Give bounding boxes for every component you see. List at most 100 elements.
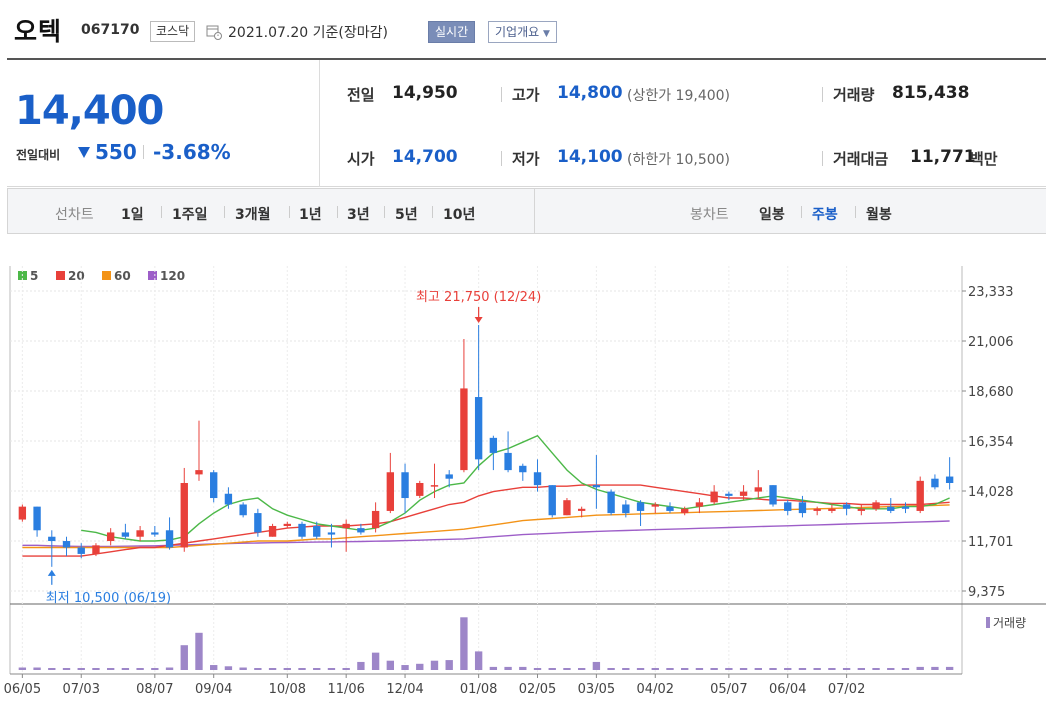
volume-bar [725, 668, 733, 670]
low-label: 저가 [512, 150, 540, 168]
volume-bar [327, 668, 336, 670]
divider [501, 87, 502, 102]
period-10y[interactable]: 10년 [443, 207, 476, 223]
candle-body [210, 472, 218, 499]
candle-daily[interactable]: 일봉 [759, 207, 785, 223]
volume-bar [195, 632, 203, 670]
volume-bar [636, 668, 645, 670]
volume-bar [857, 668, 866, 670]
divider [501, 151, 502, 166]
as-of-date: 2021.07.20 기준(장마감) [228, 25, 388, 41]
stock-name: 오텍 [14, 17, 63, 46]
high-value: 14,800 [557, 83, 623, 103]
volume-bar [651, 668, 659, 670]
candle-monthly[interactable]: 월봉 [866, 207, 892, 223]
candle-body [739, 491, 748, 496]
ma-line-ma60 [22, 504, 950, 549]
y-tick-label: 9,375 [968, 585, 1005, 600]
candle-weekly[interactable]: 주봉 [812, 207, 838, 223]
volume-bar [519, 666, 527, 670]
candle-body [842, 504, 851, 509]
amount-value: 11,771 [910, 147, 976, 167]
candle-body [754, 487, 762, 492]
volume-bar [872, 668, 880, 670]
divider [801, 206, 802, 218]
period-3y[interactable]: 3년 [347, 207, 370, 223]
candle-body [725, 493, 733, 496]
x-tick-label: 05/07 [710, 682, 747, 697]
volume-bar [92, 668, 100, 670]
legend-swatch-120 [148, 271, 157, 280]
amount-label: 거래대금 [833, 150, 889, 168]
volume-bar [592, 661, 601, 670]
upper-limit: (상한가 19,400) [627, 88, 731, 104]
volume-bar [577, 668, 586, 670]
x-tick-label: 11/06 [327, 682, 364, 697]
low-value: 14,100 [557, 147, 623, 167]
candle-body [445, 474, 453, 479]
ma-line-ma120 [22, 520, 950, 548]
volume-bar [607, 668, 615, 670]
volume-bar [283, 668, 291, 670]
chart-grid [9, 266, 1046, 675]
candle-body [592, 485, 601, 488]
candle-body [33, 506, 41, 531]
period-3m[interactable]: 3개월 [235, 207, 271, 223]
candle-body [887, 506, 895, 511]
candle-body [268, 525, 277, 537]
candle-body [357, 528, 365, 533]
period-1w[interactable]: 1주일 [172, 207, 208, 223]
price-summary: 14,400 전일대비 550 -3.68% 전일 14,950 고가 14,8… [7, 58, 1046, 187]
volume-bar [945, 666, 954, 670]
candle-body [224, 493, 233, 505]
candle-body [18, 506, 27, 520]
y-tick-label: 11,701 [968, 535, 1014, 550]
chart-toolbar: 선차트 1일 1주일 3개월 1년 3년 5년 10년 봉차트 일봉 주봉 월봉 [7, 188, 1046, 234]
volume-bar [386, 660, 395, 670]
volume-bar [136, 668, 144, 670]
volume-label: 거래량 [833, 86, 875, 104]
candle-body [695, 502, 704, 507]
x-tick-label: 07/03 [63, 682, 100, 697]
candle-body [533, 472, 542, 486]
candle-body [165, 530, 174, 548]
period-1d[interactable]: 1일 [121, 207, 144, 223]
volume-bar [504, 666, 512, 670]
candle-body [901, 506, 910, 509]
x-tick-label: 01/08 [460, 682, 497, 697]
x-tick-label: 07/02 [828, 682, 865, 697]
open-label: 시가 [347, 150, 375, 168]
candle-body [106, 532, 115, 542]
x-tick-label: 10/08 [269, 682, 306, 697]
period-1y[interactable]: 1년 [299, 207, 322, 223]
x-tick-label: 03/05 [578, 682, 615, 697]
candle-body [519, 465, 527, 473]
y-tick-label: 14,028 [968, 485, 1014, 500]
x-tick-label: 06/05 [4, 682, 41, 697]
candle-body [416, 482, 424, 496]
moving-averages [22, 434, 950, 557]
company-overview-dropdown[interactable]: 기업개요 ▼ [488, 21, 557, 43]
x-tick-label: 02/05 [519, 682, 556, 697]
volume-value: 815,438 [892, 83, 970, 103]
candle-body [504, 452, 512, 471]
high-annotation: 최고 21,750 (12/24) [416, 290, 541, 305]
y-tick-label: 16,354 [968, 435, 1014, 450]
realtime-button[interactable]: 실시간 [428, 21, 476, 43]
company-overview-label: 기업개요 [495, 25, 540, 39]
low-annotation: 최저 10,500 (06/19) [46, 591, 171, 606]
volume-bar [268, 668, 277, 670]
candle-body [681, 508, 689, 514]
volume-bar [666, 668, 674, 670]
title-row: 오텍 067170 코스닥 2021.07.20 기준(장마감) 실시간 기업개… [0, 0, 1046, 58]
market-badge: 코스닥 [150, 21, 196, 42]
divider [224, 206, 225, 218]
period-5y[interactable]: 5년 [395, 207, 418, 223]
candle-body [313, 525, 321, 537]
candle-body [401, 472, 409, 499]
volume-bar [401, 665, 409, 670]
divider [337, 206, 338, 218]
candle-body [607, 491, 615, 514]
volume-bar [342, 668, 350, 670]
candles [18, 325, 954, 567]
